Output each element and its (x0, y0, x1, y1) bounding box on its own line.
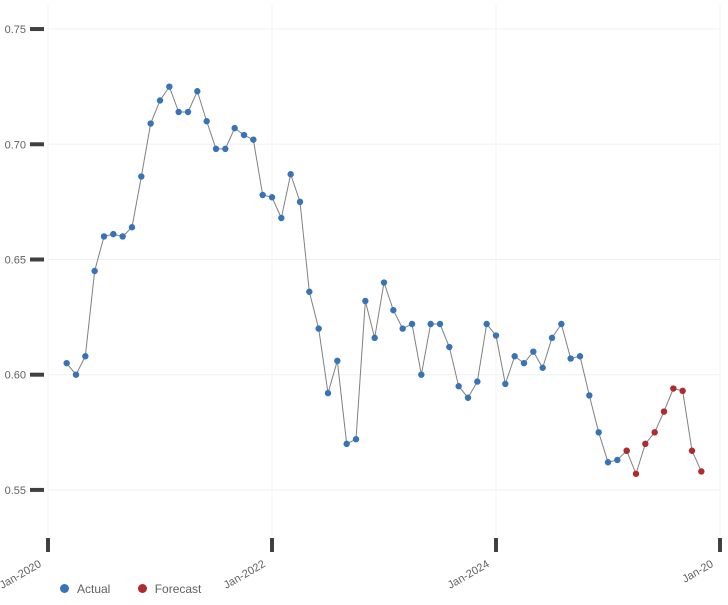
svg-text:0.55: 0.55 (5, 485, 26, 497)
legend-swatch-forecast (138, 584, 147, 593)
legend-item-forecast: Forecast (138, 582, 202, 596)
svg-text:0.70: 0.70 (5, 139, 26, 151)
timeseries-chart: 0.550.600.650.700.75Jan-2020Jan-2022Jan-… (0, 0, 728, 600)
legend-swatch-actual (60, 584, 69, 593)
svg-text:0.60: 0.60 (5, 370, 26, 382)
svg-text:0.65: 0.65 (5, 254, 26, 266)
legend-item-actual: Actual (60, 582, 110, 596)
chart-legend: Actual Forecast (60, 582, 225, 597)
svg-text:0.75: 0.75 (5, 24, 26, 36)
legend-label-forecast: Forecast (155, 582, 202, 596)
legend-label-actual: Actual (77, 582, 110, 596)
chart-svg: 0.550.600.650.700.75Jan-2020Jan-2022Jan-… (0, 0, 728, 600)
